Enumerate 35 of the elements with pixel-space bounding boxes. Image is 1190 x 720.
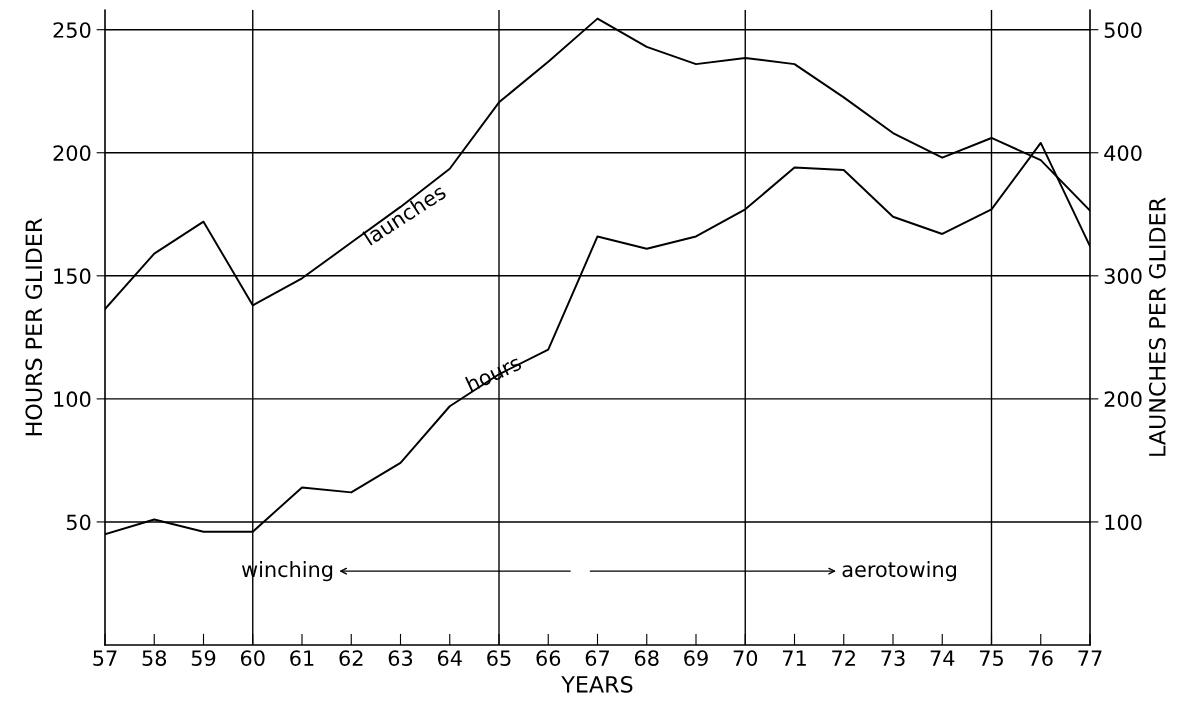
annotation: aerotowing: [842, 561, 956, 582]
y2-axis-title: LAUNCHES PER GLIDER: [1148, 197, 1166, 456]
y-tick-label: 150: [54, 268, 91, 285]
x-tick-label: 70: [733, 650, 758, 666]
x-tick-label: 68: [634, 650, 659, 666]
x-tick-label: 77: [1078, 650, 1102, 666]
x-axis-title: YEARS: [561, 675, 633, 693]
y2-tick-label: 500: [1104, 22, 1142, 38]
x-tick-label: 71: [782, 650, 806, 666]
x-tick-label: 65: [487, 650, 511, 666]
y-tick-label: 200: [53, 145, 91, 161]
x-tick-label: 66: [536, 650, 561, 666]
x-tick-label: 60: [240, 650, 265, 666]
x-tick-label: 57: [93, 650, 117, 666]
x-tick-label: 67: [585, 650, 609, 666]
y2-tick-label: 300: [1104, 268, 1142, 285]
y-tick-label: 50: [66, 514, 91, 531]
x-tick-label: 75: [979, 650, 1003, 666]
y-tick-label: 250: [53, 22, 91, 38]
x-tick-label: 62: [339, 650, 363, 666]
x-tick-label: 73: [881, 650, 905, 666]
y-axis-title: HOURS PER GLIDER: [25, 218, 43, 436]
x-tick-label: 69: [684, 650, 708, 666]
x-tick-label: 64: [437, 650, 462, 666]
x-tick-label: 61: [290, 650, 314, 666]
y2-tick-label: 400: [1104, 145, 1142, 161]
y2-tick-label: 200: [1104, 391, 1142, 408]
x-tick-label: 58: [142, 650, 167, 666]
y-tick-label: 100: [54, 391, 91, 408]
x-tick-label: 63: [388, 650, 413, 666]
x-tick-label: 76: [1029, 650, 1053, 666]
x-tick-label: 59: [191, 650, 216, 666]
x-tick-label: 74: [930, 650, 955, 666]
x-tick-label: 72: [832, 650, 855, 666]
y2-tick-label: 100: [1105, 514, 1142, 531]
